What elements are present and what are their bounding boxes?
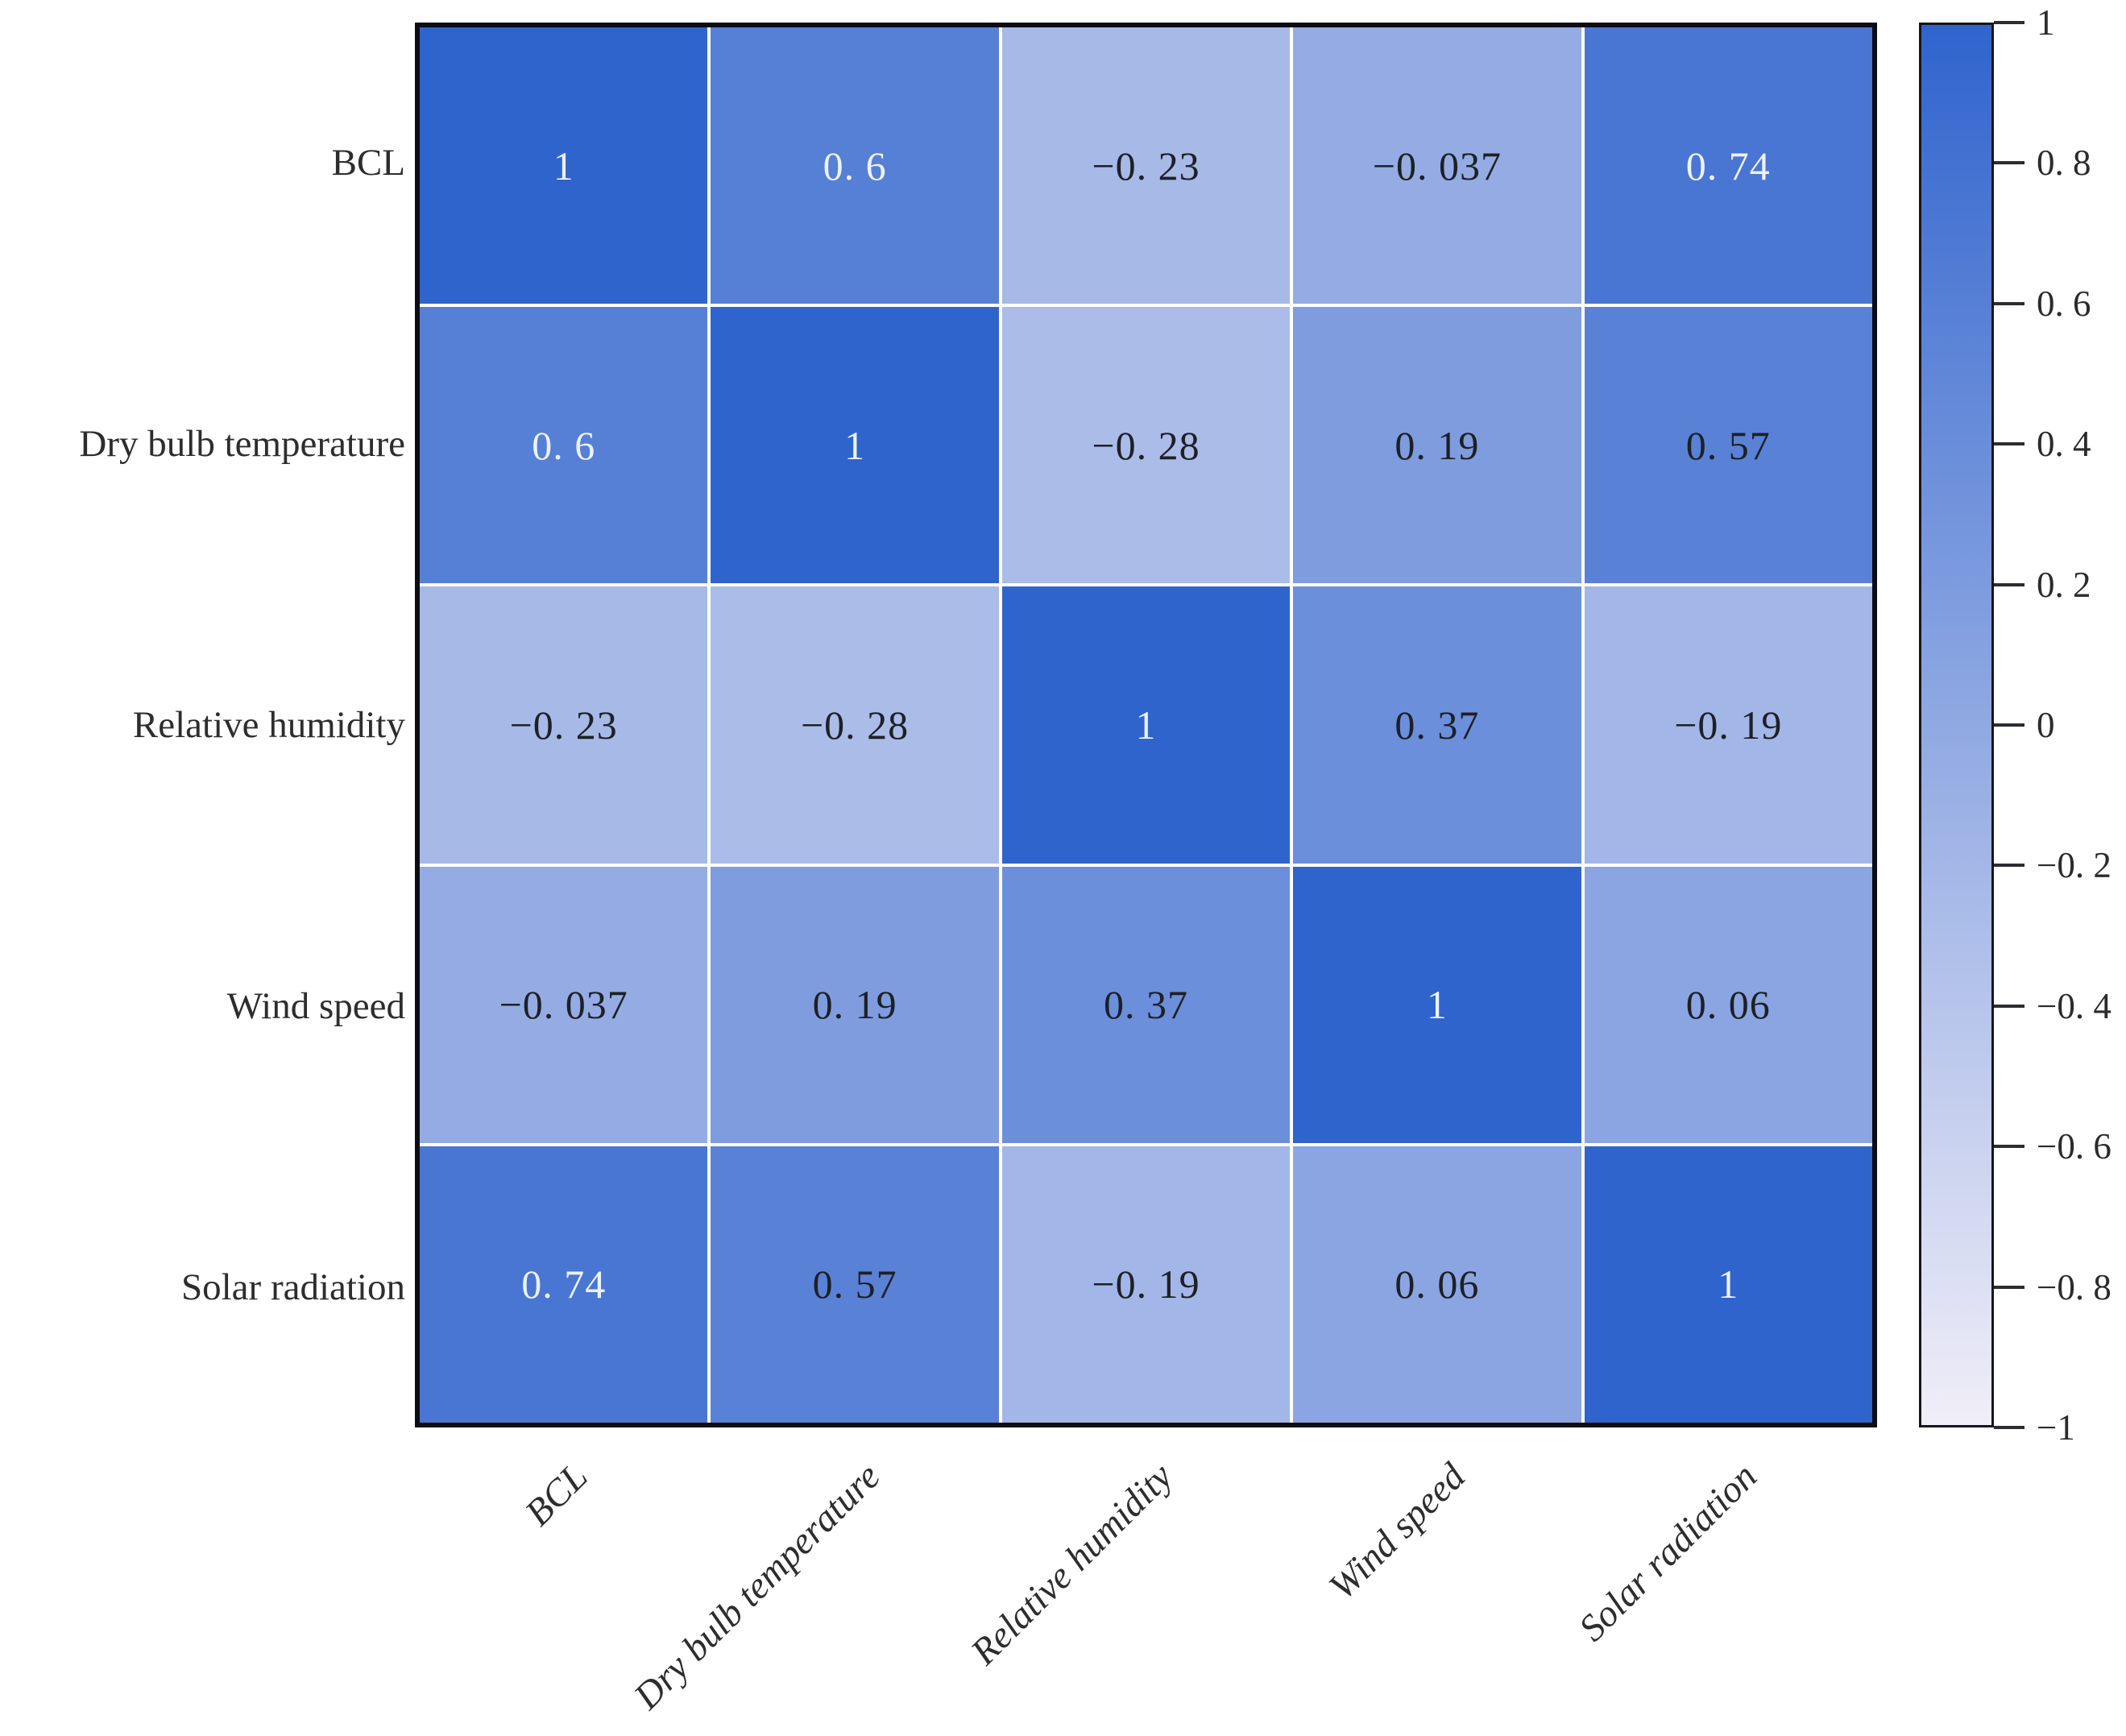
colorbar-tick-label: −0. 4: [2037, 986, 2111, 1026]
colorbar-tick: [1994, 302, 2024, 305]
heatmap-cell: 0. 6: [420, 307, 708, 584]
cell-value: −0. 28: [1092, 422, 1200, 468]
cell-value: 0. 6: [823, 143, 887, 189]
cell-value: 0. 37: [1395, 702, 1480, 748]
colorbar-tick: [1994, 583, 2024, 586]
heatmap-cell: 0. 19: [1293, 307, 1581, 584]
cell-value: 0. 37: [1103, 982, 1188, 1028]
heatmap-cell: 1: [1584, 1146, 1872, 1423]
colorbar-tick-label: −0. 2: [2037, 845, 2111, 885]
heatmap-cell: −0. 23: [420, 586, 708, 864]
colorbar-tick: [1994, 864, 2024, 867]
cell-value: −0. 19: [1092, 1262, 1200, 1307]
cell-value: −0. 23: [1092, 143, 1200, 189]
heatmap-cell: 1: [1293, 866, 1581, 1143]
colorbar-tick: [1994, 442, 2024, 445]
colorbar-tick: [1994, 723, 2024, 727]
colorbar-tick-label: −0. 6: [2037, 1126, 2111, 1166]
heatmap-cell: 1: [1001, 586, 1291, 864]
heatmap-cell: 0. 37: [1293, 586, 1581, 864]
y-axis-label: Dry bulb temperature: [79, 423, 405, 465]
cell-value: 1: [553, 143, 574, 189]
colorbar-tick-label: 0. 8: [2037, 143, 2091, 183]
x-axis-label: Wind speed: [1320, 1455, 1473, 1608]
colorbar-tick-label: −0. 8: [2037, 1267, 2111, 1307]
heatmap-cell: 1: [420, 27, 708, 305]
cell-value: 1: [1426, 982, 1448, 1028]
heatmap-cell: −0. 28: [1001, 307, 1291, 584]
cell-value: −0. 037: [1372, 143, 1502, 189]
cell-value: 0. 74: [521, 1262, 607, 1307]
colorbar-tick: [1994, 161, 2024, 164]
cell-value: 1: [844, 422, 866, 468]
heatmap-cell: −0. 037: [420, 866, 708, 1143]
x-axis-label: Dry bulb temperature: [626, 1455, 889, 1718]
y-axis-label: Wind speed: [226, 985, 405, 1027]
cell-value: 0. 57: [1685, 422, 1771, 468]
y-axis-label: Solar radiation: [180, 1266, 405, 1308]
heatmap-cell: 0. 19: [711, 866, 999, 1143]
cell-value: −0. 19: [1674, 702, 1783, 748]
cell-value: −0. 23: [509, 702, 618, 748]
heatmap-cell: 0. 74: [1584, 27, 1872, 305]
cell-value: 0. 06: [1685, 982, 1771, 1028]
heatmap-cell: 0. 6: [711, 27, 999, 305]
heatmap-cell: 0. 06: [1293, 1146, 1581, 1423]
x-axis-label: Relative humidity: [963, 1455, 1181, 1673]
heatmap-grid: 1 0. 6 −0. 23 −0. 037 0. 74 0. 6 1 −0. 2…: [415, 23, 1877, 1427]
y-axis-label: Relative humidity: [132, 704, 405, 746]
heatmap-cell: 0. 06: [1584, 866, 1872, 1143]
heatmap-cell: −0. 19: [1001, 1146, 1291, 1423]
heatmap-cell: −0. 037: [1293, 27, 1581, 305]
cell-value: 1: [1135, 702, 1157, 748]
heatmap-cell: −0. 23: [1001, 27, 1291, 305]
colorbar: [1919, 23, 1994, 1427]
y-axis-label: BCL: [331, 142, 405, 184]
heatmap-cell: 0. 57: [1584, 307, 1872, 584]
x-axis-label: BCL: [516, 1455, 596, 1535]
cell-value: 0. 74: [1685, 143, 1771, 189]
cell-value: −0. 037: [499, 982, 628, 1028]
colorbar-tick: [1994, 1426, 2024, 1429]
cell-value: −0. 28: [800, 702, 910, 748]
colorbar-tick-label: 1: [2037, 2, 2055, 43]
cell-value: 0. 06: [1395, 1262, 1480, 1307]
cell-value: 1: [1718, 1262, 1739, 1307]
heatmap-cell: 1: [711, 307, 999, 584]
x-axis-label: Solar radiation: [1571, 1455, 1766, 1650]
heatmap-cell: 0. 74: [420, 1146, 708, 1423]
cell-value: 0. 6: [532, 422, 596, 468]
heatmap-cell: −0. 28: [711, 586, 999, 864]
colorbar-tick: [1994, 1005, 2024, 1008]
colorbar-tick-label: 0. 6: [2037, 284, 2091, 324]
colorbar-tick: [1994, 21, 2024, 24]
colorbar-tick-label: −1: [2037, 1407, 2075, 1448]
heatmap-cell: 0. 57: [711, 1146, 999, 1423]
heatmap-cell: 0. 37: [1001, 866, 1291, 1143]
colorbar-tick-label: 0. 2: [2037, 565, 2091, 605]
colorbar-tick: [1994, 1286, 2024, 1289]
cell-value: 0. 19: [812, 982, 897, 1028]
colorbar-tick-label: 0: [2037, 705, 2055, 745]
cell-value: 0. 57: [812, 1262, 897, 1307]
cell-value: 0. 19: [1395, 422, 1480, 468]
colorbar-tick-label: 0. 4: [2037, 424, 2091, 464]
colorbar-tick: [1994, 1145, 2024, 1148]
heatmap-cell: −0. 19: [1584, 586, 1872, 864]
